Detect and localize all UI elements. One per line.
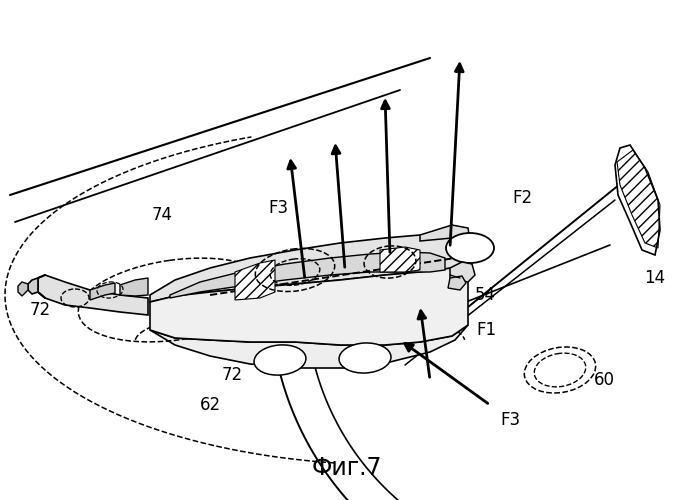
Polygon shape — [420, 225, 470, 245]
Polygon shape — [18, 282, 28, 296]
Polygon shape — [450, 262, 475, 282]
Text: F2: F2 — [512, 189, 532, 207]
Polygon shape — [38, 275, 148, 315]
Text: F3: F3 — [268, 199, 288, 217]
Polygon shape — [28, 278, 38, 294]
Text: 72: 72 — [222, 366, 243, 384]
Polygon shape — [170, 252, 445, 298]
Text: 14: 14 — [644, 269, 665, 287]
Text: 72: 72 — [30, 301, 51, 319]
Polygon shape — [90, 283, 115, 300]
Ellipse shape — [446, 233, 494, 263]
Ellipse shape — [254, 345, 306, 375]
Ellipse shape — [339, 343, 391, 373]
Text: F1: F1 — [476, 321, 496, 339]
Polygon shape — [150, 235, 468, 302]
Polygon shape — [120, 278, 148, 296]
Polygon shape — [448, 276, 466, 290]
Polygon shape — [380, 247, 420, 272]
Text: Фиг.7: Фиг.7 — [312, 456, 382, 480]
Polygon shape — [615, 145, 660, 255]
Text: 62: 62 — [200, 396, 221, 414]
Polygon shape — [150, 325, 468, 368]
Text: 54: 54 — [475, 286, 496, 304]
Text: 60: 60 — [594, 371, 615, 389]
Polygon shape — [150, 260, 468, 345]
Text: 74: 74 — [152, 206, 173, 224]
Text: F3: F3 — [500, 411, 520, 429]
Polygon shape — [235, 260, 275, 300]
